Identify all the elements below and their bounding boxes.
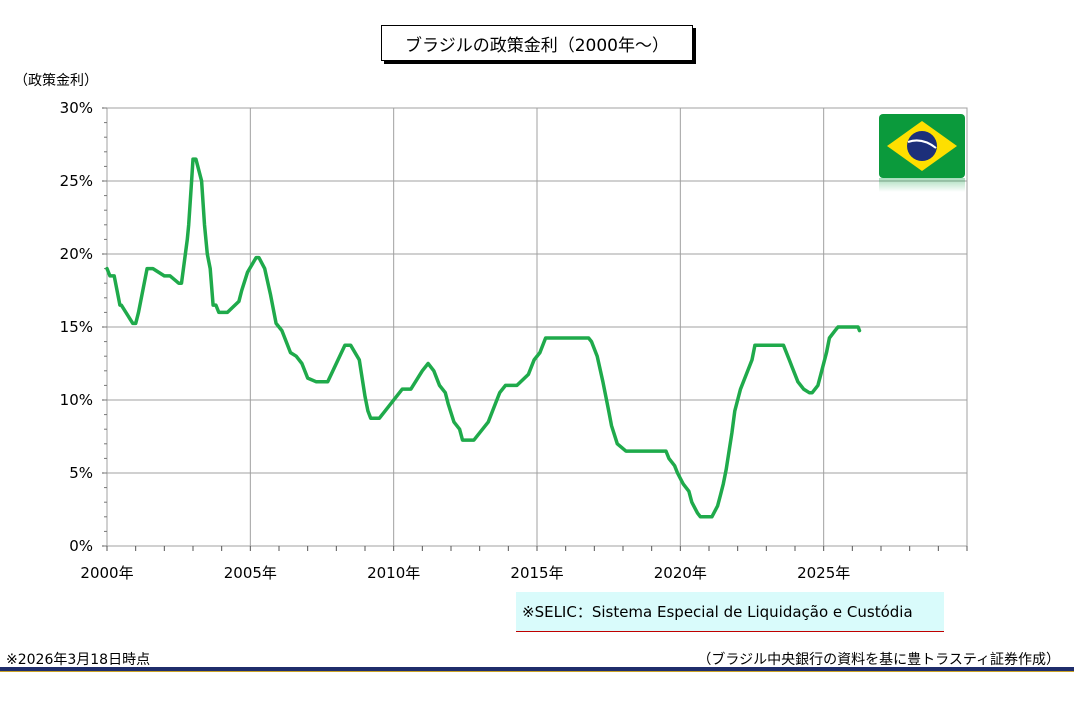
line-layer <box>105 157 862 519</box>
flag-band <box>907 139 937 149</box>
y-tick-label: 30% <box>60 99 93 117</box>
footer-date: ※2026年3月18日時点 <box>6 652 151 668</box>
x-tick-label: 2005年 <box>224 564 277 582</box>
footer-source: （ブラジル中央銀行の資料を基に豊トラスティ証券作成） <box>697 652 1060 668</box>
footer-divider <box>0 667 1074 672</box>
x-tick-label: 2025年 <box>797 564 850 582</box>
selic-note: ※SELIC：Sistema Especial de Liquidação e … <box>516 592 944 632</box>
flag-reflection <box>879 178 965 192</box>
y-tick-label: 0% <box>69 537 93 555</box>
ticks-layer: 0% 5% 10% 15% 20% 25% 30% 2000年 2005年 2010年 2015年 2… <box>60 99 968 582</box>
y-axis-unit-label: （政策金利） <box>14 73 98 89</box>
x-tick-label: 2020年 <box>654 564 707 582</box>
x-tick-label: 2015年 <box>510 564 563 582</box>
x-tick-label: 2000年 <box>80 564 133 582</box>
chart-title: ブラジルの政策金利（2000年～） <box>381 25 693 61</box>
y-tick-label: 15% <box>60 318 93 336</box>
grid-layer <box>106 107 968 547</box>
y-tick-label: 20% <box>60 245 93 263</box>
x-tick-label: 2010年 <box>367 564 420 582</box>
flag-blue-globe <box>907 131 937 161</box>
selic-rate-line <box>105 157 862 519</box>
y-tick-label: 5% <box>69 464 93 482</box>
y-tick-label: 25% <box>60 172 93 190</box>
y-tick-label: 10% <box>60 391 93 409</box>
brazil-flag-icon <box>879 114 965 192</box>
